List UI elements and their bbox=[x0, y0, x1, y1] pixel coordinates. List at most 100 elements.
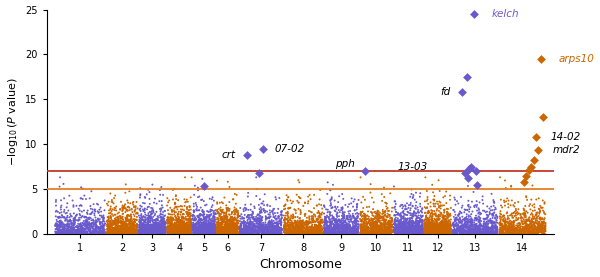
Point bbox=[230, 227, 239, 232]
Point bbox=[113, 232, 122, 236]
Point bbox=[428, 221, 438, 226]
Point bbox=[352, 231, 361, 236]
Point bbox=[415, 230, 425, 234]
Point bbox=[195, 229, 205, 234]
Point bbox=[391, 216, 401, 220]
Point bbox=[284, 224, 293, 228]
Point bbox=[540, 227, 550, 231]
Point bbox=[284, 231, 294, 236]
Point bbox=[530, 228, 539, 232]
Point bbox=[409, 230, 418, 234]
Point bbox=[410, 210, 419, 215]
Point bbox=[209, 215, 219, 219]
Point bbox=[350, 230, 360, 234]
Point bbox=[427, 183, 437, 187]
Point bbox=[336, 208, 346, 212]
Point bbox=[406, 231, 415, 235]
Point bbox=[343, 227, 352, 231]
Point bbox=[482, 221, 491, 225]
Point bbox=[239, 216, 248, 220]
Point bbox=[361, 228, 371, 232]
Point bbox=[241, 206, 251, 211]
Point bbox=[427, 224, 437, 229]
Point bbox=[286, 227, 296, 232]
Point bbox=[68, 204, 78, 209]
Point bbox=[503, 205, 513, 209]
Point bbox=[390, 218, 400, 222]
Point bbox=[431, 231, 441, 236]
Point bbox=[137, 230, 146, 234]
Point bbox=[98, 229, 108, 233]
Point bbox=[503, 229, 512, 234]
Point bbox=[493, 225, 502, 229]
Point bbox=[426, 200, 436, 205]
Point bbox=[394, 224, 403, 228]
Point bbox=[302, 230, 311, 235]
Point bbox=[173, 230, 183, 235]
Point bbox=[358, 227, 367, 232]
Point bbox=[203, 219, 213, 224]
Point bbox=[498, 214, 508, 219]
Point bbox=[519, 231, 529, 235]
Point bbox=[190, 218, 199, 223]
Point bbox=[62, 218, 72, 222]
Point bbox=[462, 224, 472, 228]
Point bbox=[132, 231, 142, 235]
Point bbox=[526, 225, 536, 230]
Point bbox=[487, 226, 497, 230]
Point bbox=[536, 222, 545, 227]
Point bbox=[107, 229, 116, 234]
Point bbox=[200, 222, 209, 226]
Point bbox=[227, 218, 236, 223]
Point bbox=[152, 217, 161, 221]
Point bbox=[520, 230, 530, 235]
Point bbox=[119, 231, 129, 236]
Point bbox=[333, 222, 343, 227]
Point bbox=[379, 214, 388, 219]
Point bbox=[188, 226, 198, 231]
Point bbox=[357, 219, 367, 224]
Point bbox=[268, 230, 278, 235]
Point bbox=[222, 226, 232, 231]
Point bbox=[529, 226, 539, 231]
Point bbox=[176, 230, 186, 234]
Point bbox=[193, 221, 203, 225]
Point bbox=[230, 230, 240, 234]
Point bbox=[158, 226, 167, 230]
Point bbox=[106, 207, 115, 212]
Point bbox=[487, 219, 497, 224]
Point bbox=[520, 231, 529, 236]
Point bbox=[221, 214, 230, 218]
Point bbox=[95, 217, 104, 221]
Point bbox=[246, 221, 256, 225]
Point bbox=[470, 222, 480, 227]
Point bbox=[284, 206, 294, 210]
Point bbox=[267, 220, 277, 225]
Point bbox=[382, 218, 391, 222]
Point bbox=[130, 230, 140, 234]
Point bbox=[186, 222, 196, 227]
Point bbox=[124, 228, 133, 233]
Point bbox=[375, 213, 385, 218]
Point bbox=[236, 222, 245, 227]
Point bbox=[424, 230, 433, 235]
Point bbox=[397, 225, 406, 229]
Point bbox=[206, 230, 215, 234]
Point bbox=[196, 229, 205, 234]
Point bbox=[233, 231, 242, 236]
Point bbox=[292, 225, 301, 229]
Point bbox=[222, 225, 232, 229]
Point bbox=[266, 214, 275, 219]
Point bbox=[185, 230, 194, 235]
Point bbox=[242, 153, 251, 157]
Point bbox=[302, 227, 312, 231]
Point bbox=[335, 230, 345, 235]
Point bbox=[276, 217, 286, 222]
Point bbox=[315, 230, 325, 234]
Point bbox=[212, 226, 221, 230]
Point bbox=[136, 225, 145, 229]
Point bbox=[273, 223, 283, 228]
Point bbox=[532, 231, 542, 236]
Point bbox=[266, 230, 276, 234]
Point bbox=[509, 222, 518, 226]
